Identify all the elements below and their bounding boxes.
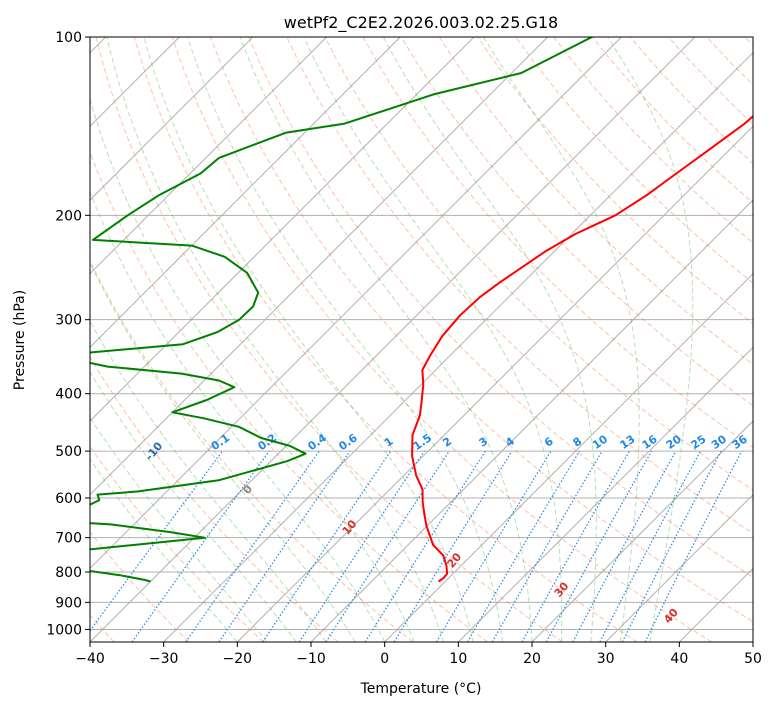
isotherm-line: [384, 272, 753, 642]
dry-adiabat-line: [210, 37, 753, 623]
moist-adiabat-line: [90, 416, 268, 642]
x-axis-ticks: −40 −30 −20 −10 0 10 20 30 40 50: [75, 642, 762, 667]
mixing-ratio-line: [393, 450, 513, 642]
mixing-ratio-line: [90, 450, 223, 632]
isotherm-line: [236, 125, 753, 642]
mixing-ratio-line: [521, 450, 631, 642]
dry-adiabat-line: [90, 356, 339, 642]
isotherm-line: [605, 493, 753, 642]
dry-adiabat-line: [248, 37, 753, 578]
dry-adiabat-line: [90, 445, 264, 642]
x-tick-label: 30: [597, 651, 615, 667]
moist-adiabat-line: [90, 190, 386, 642]
x-tick-label: 10: [449, 651, 467, 667]
moist-adiabat-line: [187, 37, 503, 642]
x-tick-label: −20: [223, 651, 253, 667]
x-tick-label: 20: [523, 651, 541, 667]
mixing-ratio-lines: [90, 450, 743, 642]
mixing-ratio-line: [218, 450, 351, 642]
y-tick-label: 700: [55, 531, 82, 547]
moist-adiabat-line: [90, 320, 327, 642]
moist-adiabat-line: [106, 37, 445, 642]
y-tick-label: 100: [55, 30, 82, 46]
temperature-profile-line: [411, 114, 753, 583]
plot-frame: [89, 36, 754, 643]
sounding-profiles: [90, 37, 753, 583]
x-tick-label: −10: [296, 651, 326, 667]
isotherm-line: [90, 37, 254, 201]
x-axis-label: Temperature (°C): [360, 681, 482, 697]
mixing-ratio-line: [131, 450, 270, 642]
moist-adiabat-line: [382, 37, 597, 642]
isotherm-line: [163, 51, 753, 642]
x-tick-label: −30: [149, 651, 179, 667]
isotherm-line: [90, 37, 328, 275]
isotherm-line: [310, 199, 753, 642]
y-tick-label: 300: [55, 313, 82, 329]
dry-adiabat-line: [95, 37, 563, 642]
mixing-ratio-line: [644, 450, 743, 642]
moist-adiabat-line: [143, 37, 474, 642]
x-tick-label: 40: [670, 651, 688, 667]
moist-adiabat-line: [239, 37, 533, 642]
moist-adiabat-line: [303, 37, 563, 642]
dry-adiabat-line: [400, 37, 753, 407]
isotherms: [90, 37, 753, 642]
isotherm-line: [90, 37, 622, 570]
mixing-ratio-line: [572, 450, 677, 642]
dry-adiabat-line: [90, 150, 488, 642]
mixing-ratio-line: [621, 450, 722, 642]
y-tick-label: 1000: [46, 622, 82, 638]
y-axis-ticks: 100 200 300 400 500 600 700 800 900 1000: [46, 30, 90, 638]
dewpoint-profile-line: [90, 37, 593, 583]
moist-adiabat-line: [607, 37, 694, 642]
dry-adiabat-line: [133, 37, 638, 642]
y-tick-label: 600: [55, 491, 82, 507]
dry-adiabat-line: [90, 259, 414, 642]
mixing-ratio-line: [262, 450, 392, 642]
y-tick-label: 200: [55, 208, 82, 224]
dry-adiabat-line: [515, 37, 753, 284]
isotherm-line: [90, 37, 549, 496]
mixing-ratio-line: [545, 450, 653, 642]
x-tick-label: 50: [744, 651, 762, 667]
isotherm-line: [457, 346, 753, 642]
plot-area: -100-90-80-70-60-50-40-30-20-10010203040…: [90, 37, 753, 642]
mixing-ratio-line: [435, 450, 552, 642]
moist-adiabat-line: [90, 458, 238, 642]
mixing-ratio-line: [599, 450, 702, 642]
y-tick-label: 800: [55, 565, 82, 581]
y-tick-label: 500: [55, 444, 82, 460]
mixing-ratio-line: [185, 450, 320, 642]
y-axis-label: Pressure (hPa): [12, 290, 28, 390]
isotherm-line: [531, 420, 753, 642]
isotherm-line: [90, 37, 696, 642]
moist-adiabat-line: [482, 37, 640, 642]
dry-adiabat-line: [90, 531, 190, 642]
x-tick-label: −40: [75, 651, 105, 667]
mixing-ratio-line: [364, 450, 486, 642]
x-tick-label: 0: [380, 651, 389, 667]
chart-title: wetPf2_C2E2.2026.003.02.25.G18: [284, 13, 558, 33]
mixing-ratio-line: [298, 450, 425, 642]
dry-adiabats: [90, 37, 753, 642]
y-tick-label: 900: [55, 595, 82, 611]
isotherm-line: [90, 37, 401, 349]
y-tick-label: 400: [55, 387, 82, 403]
moist-adiabats: [90, 37, 694, 642]
dry-adiabat-line: [171, 37, 712, 642]
dry-adiabat-line: [438, 37, 753, 366]
isotherm-line: [90, 37, 475, 422]
mixing-ratio-line: [325, 450, 450, 642]
moist-adiabat-line: [90, 261, 356, 642]
